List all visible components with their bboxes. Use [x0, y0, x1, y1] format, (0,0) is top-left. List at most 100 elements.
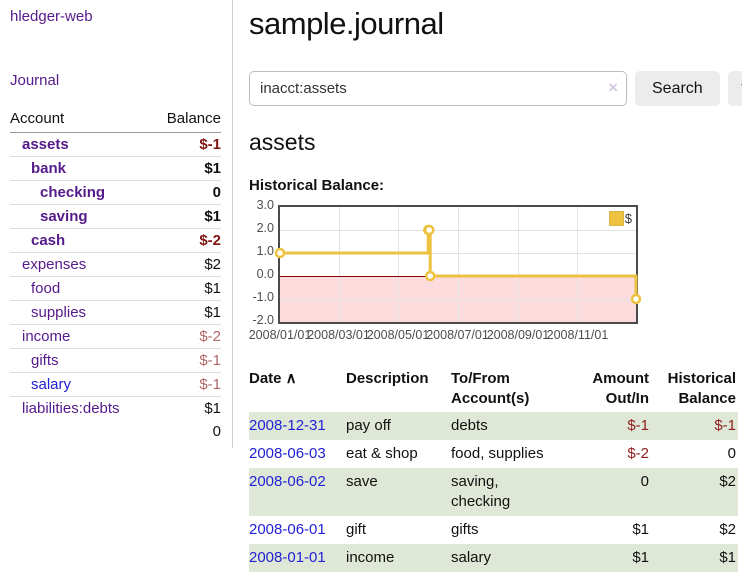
account-balance: $1	[151, 277, 221, 301]
account-row: checking 0	[10, 181, 221, 205]
app-brand-link[interactable]: hledger-web	[10, 8, 221, 25]
sidebar: hledger-web Journal Account Balance asse…	[0, 0, 233, 448]
account-balance: $-2	[151, 325, 221, 349]
register-header-description: Description	[346, 367, 451, 412]
transaction-amount: $-1	[575, 412, 651, 440]
account-link-saving[interactable]: saving	[40, 208, 88, 225]
transaction-amount: $1	[575, 516, 651, 544]
account-balance: $1	[151, 205, 221, 229]
account-link-checking[interactable]: checking	[40, 184, 105, 201]
account-balance: $-1	[151, 133, 221, 157]
y-axis-tick: -2.0	[249, 313, 274, 328]
account-link-income[interactable]: income	[22, 328, 70, 345]
accounts-header-balance: Balance	[151, 106, 221, 133]
chart-legend: $	[609, 211, 632, 226]
x-axis-tick: 2008/01/01	[249, 328, 312, 342]
transaction-date-link[interactable]: 2008-06-01	[249, 521, 326, 538]
transaction-date-link[interactable]: 2008-06-02	[249, 473, 326, 490]
register-header-date[interactable]: Date ∧	[249, 367, 346, 412]
transaction-amount: 0	[575, 468, 651, 516]
account-row: liabilities:debts $1	[10, 397, 221, 421]
accounts-total-value: 0	[151, 420, 221, 443]
transaction-description: income	[346, 544, 451, 572]
page-title: sample.journal	[249, 6, 742, 42]
accounts-header-account: Account	[10, 106, 151, 133]
account-balance: $1	[151, 397, 221, 421]
sort-asc-icon: ∧	[282, 370, 297, 387]
account-row: saving $1	[10, 205, 221, 229]
transaction-balance: 0	[651, 440, 738, 468]
transaction-accounts: salary	[451, 544, 575, 572]
clear-search-icon[interactable]: ×	[608, 79, 618, 96]
data-point	[425, 226, 433, 234]
chart-plot-area: $	[278, 205, 638, 324]
transaction-description: save	[346, 468, 451, 516]
y-axis-tick: 1.0	[249, 244, 274, 259]
account-row: bank $1	[10, 157, 221, 181]
transaction-balance: $-1	[651, 412, 738, 440]
x-axis-tick: 2008/05/01	[367, 328, 430, 342]
search-button[interactable]: Search	[635, 71, 720, 106]
register-header-amount: AmountOut/In	[575, 367, 651, 412]
transaction-row: 2008-06-01 giftgifts$1$2	[249, 516, 738, 544]
balance-line-series	[280, 207, 636, 322]
account-link-assets[interactable]: assets	[22, 136, 69, 153]
transaction-date-link[interactable]: 2008-12-31	[249, 417, 326, 434]
transaction-date-link[interactable]: 2008-01-01	[249, 549, 326, 566]
transaction-accounts: food, supplies	[451, 440, 575, 468]
search-form: × Search ?	[249, 71, 742, 106]
sidebar-item-journal[interactable]: Journal	[10, 72, 221, 89]
transaction-description: eat & shop	[346, 440, 451, 468]
account-row: assets $-1	[10, 133, 221, 157]
transaction-row: 2008-06-03 eat & shopfood, supplies$-20	[249, 440, 738, 468]
y-axis-tick: -1.0	[249, 290, 274, 305]
transaction-balance: $2	[651, 516, 738, 544]
transaction-accounts: gifts	[451, 516, 575, 544]
x-axis-tick: 2008/07/01	[426, 328, 489, 342]
main-content: sample.journal × Search ? assets Histori…	[249, 0, 742, 572]
search-input[interactable]	[249, 71, 627, 106]
account-link-bank[interactable]: bank	[31, 160, 66, 177]
data-point	[276, 249, 284, 257]
transaction-amount: $1	[575, 544, 651, 572]
account-link-gifts[interactable]: gifts	[31, 352, 59, 369]
account-balance: $1	[151, 301, 221, 325]
account-link-liabilities-debts[interactable]: liabilities:debts	[22, 400, 120, 417]
transaction-amount: $-2	[575, 440, 651, 468]
account-balance: $2	[151, 253, 221, 277]
transaction-row: 2008-12-31pay offdebts$-1$-1	[249, 412, 738, 440]
account-link-food[interactable]: food	[31, 280, 60, 297]
legend-label: $	[625, 211, 632, 226]
historical-balance-chart: $ 3.02.01.00.0-1.0-2.02008/01/012008/03/…	[249, 201, 719, 346]
account-heading: assets	[249, 129, 742, 156]
account-row: salary $-1	[10, 373, 221, 397]
account-link-cash[interactable]: cash	[31, 232, 65, 249]
account-row: gifts $-1	[10, 349, 221, 373]
transaction-row: 2008-01-01incomesalary$1$1	[249, 544, 738, 572]
register-table: Date ∧DescriptionTo/FromAccount(s)Amount…	[249, 367, 738, 572]
account-link-salary[interactable]: salary	[31, 376, 71, 393]
transaction-date-link[interactable]: 2008-06-03	[249, 445, 326, 462]
account-link-supplies[interactable]: supplies	[31, 304, 86, 321]
transaction-accounts: saving,checking	[451, 468, 575, 516]
x-axis-tick: 2008/09/01	[487, 328, 550, 342]
account-row: supplies $1	[10, 301, 221, 325]
account-balance: $-1	[151, 349, 221, 373]
account-balance: $-1	[151, 373, 221, 397]
account-balance: $1	[151, 157, 221, 181]
accounts-table: Account Balance assets $-1 bank $1 checking 0…	[10, 106, 221, 443]
legend-swatch-icon	[609, 211, 624, 226]
transaction-balance: $2	[651, 468, 738, 516]
accounts-total-row: 0	[10, 420, 221, 443]
y-axis-tick: 3.0	[249, 198, 274, 213]
account-row: income $-2	[10, 325, 221, 349]
account-balance: 0	[151, 181, 221, 205]
account-link-expenses[interactable]: expenses	[22, 256, 86, 273]
help-button[interactable]: ?	[728, 71, 742, 106]
account-row: food $1	[10, 277, 221, 301]
transaction-accounts: debts	[451, 412, 575, 440]
transaction-description: gift	[346, 516, 451, 544]
data-point	[426, 272, 434, 280]
x-axis-tick: 2008/03/01	[307, 328, 370, 342]
transaction-description: pay off	[346, 412, 451, 440]
